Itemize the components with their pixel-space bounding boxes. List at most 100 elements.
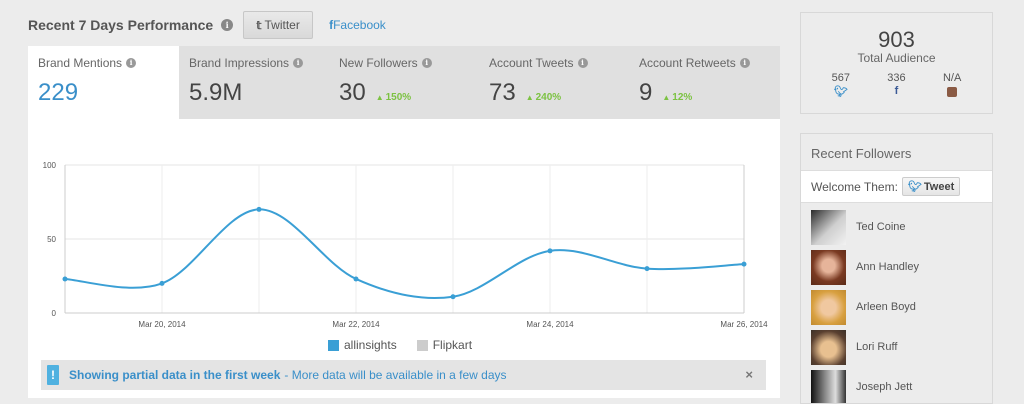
facebook-link-label: Facebook [333,18,386,32]
up-arrow-icon: ▲ [525,93,534,102]
data-point [741,261,747,267]
follower-item[interactable]: Ann Handley [801,247,992,287]
avatar [811,369,846,403]
chart-card: 0 50 100 Mar 20, 2014 Mar 22, 2014 Mar 24, 20… [28,119,780,398]
twitter-count: 567 [831,72,850,84]
instagram-icon [947,87,958,97]
metric-label: Brand Mentions [38,56,123,70]
info-icon[interactable]: i [221,19,234,32]
legend-swatch [416,339,428,351]
legend-label: allinsights [344,338,397,352]
follower-list: Ted Coine Ann Handley Arleen Boyd Lori R… [801,203,992,403]
twitter-button-label: Twitter [264,18,300,32]
y-tick-label: 50 [47,235,56,244]
performance-header: Recent 7 Days Performance i 𝕥 Twitter fF… [28,11,386,39]
metric-tabs: Brand Mentions i 229 Brand Impressions i 5… [28,46,780,120]
data-point [159,280,165,286]
data-point [256,206,262,212]
welcome-row: Welcome Them: 🐦︎ Tweet [801,170,992,203]
metric-value: 30 [339,79,366,106]
follower-item[interactable]: Arleen Boyd [801,287,992,327]
legend-item-flipkart[interactable]: Flipkart [416,338,473,352]
metric-label: Account Retweets [639,56,736,70]
follower-name: Joseph Jett [856,381,913,393]
audience-twitter: 567 🐦︎ [821,72,861,98]
data-point [547,248,553,254]
series-line [64,208,745,300]
total-audience-value: 903 [878,27,915,52]
y-tick-label: 100 [43,161,57,170]
page-title: Recent 7 Days Performance i [28,17,234,33]
tweet-button[interactable]: 🐦︎ Tweet [901,177,961,196]
data-point [353,276,359,282]
change-badge: ▲ 240% [525,92,562,103]
welcome-label: Welcome Them: [811,179,898,194]
tab-account-retweets[interactable]: Account Retweets i 9 ▲ 12% [629,46,779,119]
legend-swatch [328,339,339,351]
change-badge: ▲ 12% [662,92,693,103]
x-tick-label: Mar 22, 2014 [332,320,380,329]
tab-account-tweets[interactable]: Account Tweets i 73 ▲ 240% [479,46,629,119]
follower-name: Ted Coine [856,221,906,233]
info-icon[interactable]: i [126,58,137,68]
up-arrow-icon: ▲ [375,93,384,102]
avatar [811,329,846,365]
twitter-icon: 🐦︎ [907,181,922,193]
data-point [62,276,68,282]
total-audience-label: Total Audience [857,51,936,65]
facebook-icon: f [894,85,899,97]
audience-card: 903 Total Audience 567 🐦︎ 336 f N/A [800,12,993,114]
twitter-icon: 🐦︎ [833,86,848,98]
metric-value: 9 [639,79,653,106]
change-badge: ▲ 150% [375,92,412,103]
facebook-link[interactable]: fFacebook [329,18,386,32]
x-tick-label: Mar 26, 2014 [720,320,768,329]
info-icon[interactable]: i [739,58,750,68]
metric-value: 229 [38,79,79,106]
recent-followers-card: Recent Followers Welcome Them: 🐦︎ Tweet T… [800,133,993,404]
info-icon[interactable]: i [421,58,432,68]
follower-name: Arleen Boyd [856,301,916,313]
chart-legend: allinsights Flipkart [328,338,472,352]
notice-title: Showing partial data in the first week [69,368,281,382]
data-point [450,294,456,300]
avatar [811,289,846,325]
follower-item[interactable]: Joseph Jett [801,367,992,403]
x-tick-label: Mar 24, 2014 [526,320,574,329]
metric-value: 5.9M [189,79,243,106]
alert-icon: ! [47,365,59,385]
avatar [811,249,846,285]
info-icon[interactable]: i [293,58,304,68]
facebook-count: 336 [887,72,906,84]
audience-instagram: N/A [932,72,972,98]
follower-name: Lori Ruff [856,341,898,353]
metric-value: 73 [489,79,516,106]
legend-item-allinsights[interactable]: allinsights [328,338,397,352]
tab-new-followers[interactable]: New Followers i 30 ▲ 150% [329,46,479,119]
data-point [644,266,650,272]
info-icon[interactable]: i [577,58,588,68]
legend-label: Flipkart [432,338,473,352]
metric-label: Account Tweets [489,56,574,70]
follower-item[interactable]: Ted Coine [801,207,992,247]
metric-label: New Followers [339,56,418,70]
tab-brand-impressions[interactable]: Brand Impressions i 5.9M [179,46,329,119]
close-icon[interactable]: × [745,367,753,382]
follower-name: Ann Handley [856,261,919,273]
instagram-count: N/A [942,72,962,84]
avatar [811,209,846,245]
audience-facebook: 336 f [876,72,916,98]
tab-brand-mentions[interactable]: Brand Mentions i 229 [28,46,179,120]
partial-data-notice: ! Showing partial data in the first week… [41,360,766,390]
facebook-icon: f [329,18,334,32]
follower-item[interactable]: Lori Ruff [801,327,992,367]
recent-followers-title: Recent Followers [811,146,912,161]
twitter-button[interactable]: 𝕥 Twitter [243,11,314,39]
line-chart: 0 50 100 Mar 20, 2014 Mar 22, 2014 Mar 24, 20… [43,161,768,329]
x-tick-label: Mar 20, 2014 [138,320,186,329]
notice-text: - More data will be available in a few d… [284,368,507,382]
y-tick-label: 0 [52,309,57,318]
up-arrow-icon: ▲ [662,93,671,102]
metric-label: Brand Impressions [189,56,290,70]
twitter-icon: 𝕥 [256,19,262,32]
